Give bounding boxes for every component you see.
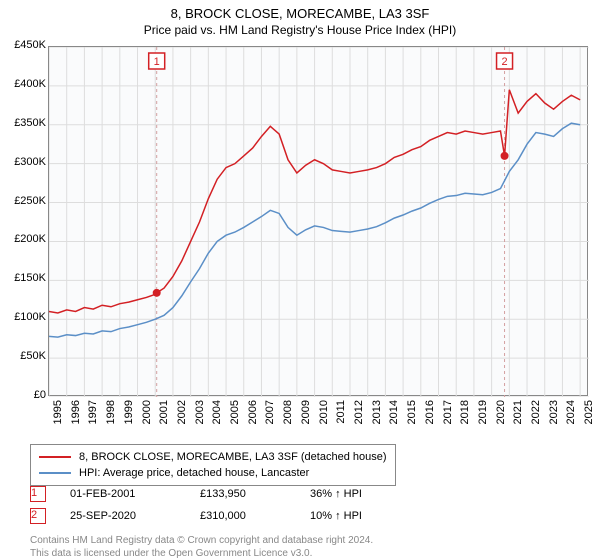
xtick-label: 2013 — [371, 400, 383, 430]
xtick-label: 1997 — [87, 400, 99, 430]
sale-price: £133,950 — [200, 488, 310, 500]
xtick-label: 1998 — [105, 400, 117, 430]
xtick-label: 2002 — [176, 400, 188, 430]
sale-date: 01-FEB-2001 — [46, 488, 200, 500]
ytick-label: £450K — [2, 39, 46, 51]
xtick-label: 2024 — [565, 400, 577, 430]
xtick-label: 2003 — [194, 400, 206, 430]
ytick-label: £200K — [2, 233, 46, 245]
xtick-label: 1996 — [70, 400, 82, 430]
xtick-label: 2020 — [495, 400, 507, 430]
xtick-label: 2009 — [300, 400, 312, 430]
chart-container: { "title": "8, BROCK CLOSE, MORECAMBE, L… — [0, 0, 600, 560]
legend-swatch — [39, 456, 71, 458]
xtick-label: 2014 — [388, 400, 400, 430]
xtick-label: 2011 — [335, 400, 347, 430]
xtick-label: 2006 — [247, 400, 259, 430]
xtick-label: 2019 — [477, 400, 489, 430]
legend-label: 8, BROCK CLOSE, MORECAMBE, LA3 3SF (deta… — [79, 451, 387, 463]
sale-vs-hpi: 36% ↑ HPI — [310, 488, 362, 500]
legend-box: 8, BROCK CLOSE, MORECAMBE, LA3 3SF (deta… — [30, 444, 396, 486]
legend-row: 8, BROCK CLOSE, MORECAMBE, LA3 3SF (deta… — [39, 449, 387, 465]
ytick-label: £350K — [2, 117, 46, 129]
chart-title: 8, BROCK CLOSE, MORECAMBE, LA3 3SF — [0, 0, 600, 21]
xtick-label: 2025 — [583, 400, 595, 430]
ytick-label: £300K — [2, 156, 46, 168]
plot-background: 12 — [48, 46, 588, 396]
xtick-label: 2001 — [158, 400, 170, 430]
legend-swatch — [39, 472, 71, 474]
xtick-label: 2015 — [406, 400, 418, 430]
xtick-label: 2021 — [512, 400, 524, 430]
sale-row: 101-FEB-2001£133,95036% ↑ HPI — [30, 486, 362, 502]
xtick-label: 2018 — [459, 400, 471, 430]
xtick-label: 2005 — [229, 400, 241, 430]
svg-text:1: 1 — [154, 56, 160, 68]
sale-marker-box: 1 — [30, 486, 46, 502]
ytick-label: £100K — [2, 311, 46, 323]
ytick-label: £50K — [2, 350, 46, 362]
footer-line-2: This data is licensed under the Open Gov… — [30, 547, 373, 560]
xtick-label: 2023 — [548, 400, 560, 430]
sale-date: 25-SEP-2020 — [46, 510, 200, 522]
sale-price: £310,000 — [200, 510, 310, 522]
xtick-label: 2010 — [318, 400, 330, 430]
footer-attribution: Contains HM Land Registry data © Crown c… — [30, 534, 373, 560]
ytick-label: £150K — [2, 272, 46, 284]
xtick-label: 1999 — [123, 400, 135, 430]
sale-marker-box: 2 — [30, 508, 46, 524]
xtick-label: 2008 — [282, 400, 294, 430]
chart-subtitle: Price paid vs. HM Land Registry's House … — [0, 21, 600, 43]
xtick-label: 2004 — [211, 400, 223, 430]
xtick-label: 2017 — [442, 400, 454, 430]
xtick-label: 2022 — [530, 400, 542, 430]
xtick-label: 2012 — [353, 400, 365, 430]
chart-area: 12 — [48, 46, 588, 396]
sale-row: 225-SEP-2020£310,00010% ↑ HPI — [30, 508, 362, 524]
xtick-label: 2007 — [264, 400, 276, 430]
ytick-label: £400K — [2, 78, 46, 90]
plot-svg: 12 — [49, 47, 589, 397]
footer-line-1: Contains HM Land Registry data © Crown c… — [30, 534, 373, 547]
xtick-label: 1995 — [52, 400, 64, 430]
svg-text:2: 2 — [501, 56, 507, 68]
xtick-label: 2000 — [141, 400, 153, 430]
xtick-label: 2016 — [424, 400, 436, 430]
sale-vs-hpi: 10% ↑ HPI — [310, 510, 362, 522]
legend-row: HPI: Average price, detached house, Lanc… — [39, 465, 387, 481]
legend-label: HPI: Average price, detached house, Lanc… — [79, 467, 309, 479]
ytick-label: £250K — [2, 195, 46, 207]
ytick-label: £0 — [2, 389, 46, 401]
